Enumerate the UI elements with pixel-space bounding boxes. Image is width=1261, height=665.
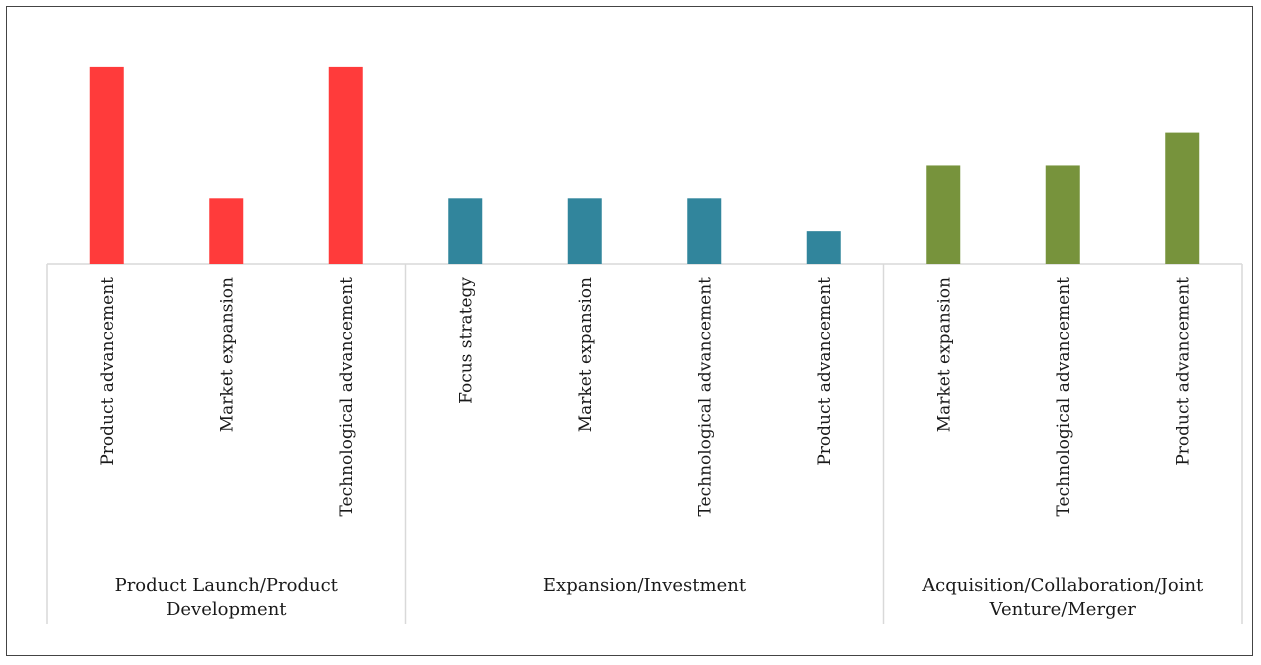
bar xyxy=(926,165,961,264)
x-tick-label: Market expansion xyxy=(934,277,954,432)
axis-layer xyxy=(46,263,1243,624)
labels-layer: Product advancement Market expansion Techn… xyxy=(98,277,1204,620)
bars-layer xyxy=(89,66,1200,265)
group-label: Expansion/Investment xyxy=(543,575,747,596)
group-label: Product Launch/Product xyxy=(115,575,339,596)
group-label: Development xyxy=(166,599,287,620)
chart-frame xyxy=(6,6,1253,656)
x-tick-label: Product advancement xyxy=(98,277,118,466)
x-tick-label: Market expansion xyxy=(576,277,596,432)
bar xyxy=(448,198,483,264)
bar xyxy=(687,198,722,264)
x-tick-label: Product advancement xyxy=(815,277,835,466)
bar xyxy=(1165,132,1200,264)
x-tick-label: Technological advancement xyxy=(695,277,715,517)
group-label: Acquisition/Collaboration/Joint xyxy=(921,575,1204,596)
bar xyxy=(806,231,841,264)
bar xyxy=(1045,165,1080,264)
group-label: Venture/Merger xyxy=(989,599,1137,620)
bar xyxy=(89,66,124,265)
x-tick-label: Technological advancement xyxy=(337,277,357,517)
x-tick-label: Focus strategy xyxy=(456,277,476,404)
bar xyxy=(567,198,602,264)
bar xyxy=(328,66,363,265)
x-tick-label: Product advancement xyxy=(1173,277,1193,466)
x-tick-label: Market expansion xyxy=(217,277,237,432)
x-tick-label: Technological advancement xyxy=(1054,277,1074,517)
bar xyxy=(209,198,244,264)
